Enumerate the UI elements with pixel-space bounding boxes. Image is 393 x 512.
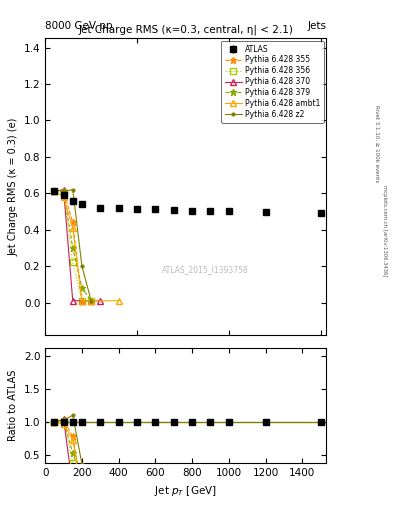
Pythia 6.428 379 <box>89 297 94 304</box>
Pythia 6.428 z2 <box>52 186 57 193</box>
Pythia 6.428 379 <box>79 285 84 291</box>
Text: Jets: Jets <box>307 20 326 31</box>
Pythia 6.428 ambt1 <box>61 194 66 200</box>
Text: Rivet 3.1.10, ≥ 100k events: Rivet 3.1.10, ≥ 100k events <box>374 105 379 182</box>
Pythia 6.428 355 <box>79 297 84 304</box>
Y-axis label: Ratio to ATLAS: Ratio to ATLAS <box>8 370 18 441</box>
Pythia 6.428 355 <box>89 297 94 304</box>
Pythia 6.428 ambt1 <box>70 225 75 231</box>
Pythia 6.428 ambt1 <box>52 188 57 195</box>
Pythia 6.428 379 <box>52 188 57 195</box>
Title: Jet Charge RMS (κ=0.3, central, η| < 2.1): Jet Charge RMS (κ=0.3, central, η| < 2.1… <box>78 25 293 35</box>
Line: Pythia 6.428 ambt1: Pythia 6.428 ambt1 <box>51 188 121 304</box>
X-axis label: Jet $p_T$ [GeV]: Jet $p_T$ [GeV] <box>154 484 217 498</box>
Text: ATLAS_2015_I1393758: ATLAS_2015_I1393758 <box>162 266 249 274</box>
Line: Pythia 6.428 355: Pythia 6.428 355 <box>51 188 95 304</box>
Legend: ATLAS, Pythia 6.428 355, Pythia 6.428 356, Pythia 6.428 370, Pythia 6.428 379, P: ATLAS, Pythia 6.428 355, Pythia 6.428 35… <box>221 40 324 123</box>
Pythia 6.428 379 <box>70 245 75 251</box>
Text: 8000 GeV pp: 8000 GeV pp <box>45 20 113 31</box>
Pythia 6.428 z2 <box>79 263 84 269</box>
Pythia 6.428 379 <box>61 188 66 195</box>
Pythia 6.428 356 <box>61 190 66 196</box>
Pythia 6.428 z2 <box>70 186 75 193</box>
Line: Pythia 6.428 370: Pythia 6.428 370 <box>51 187 103 304</box>
Pythia 6.428 355 <box>61 188 66 195</box>
Pythia 6.428 356 <box>70 260 75 266</box>
Pythia 6.428 z2 <box>61 188 66 195</box>
Pythia 6.428 355 <box>52 188 57 195</box>
Pythia 6.428 355 <box>70 219 75 225</box>
Line: Pythia 6.428 z2: Pythia 6.428 z2 <box>51 187 94 304</box>
Pythia 6.428 370 <box>98 297 103 304</box>
Pythia 6.428 z2 <box>89 297 94 304</box>
Line: Pythia 6.428 379: Pythia 6.428 379 <box>51 188 95 304</box>
Pythia 6.428 ambt1 <box>79 297 84 304</box>
Pythia 6.428 370 <box>89 297 94 304</box>
Pythia 6.428 ambt1 <box>89 297 94 304</box>
Line: Pythia 6.428 356: Pythia 6.428 356 <box>51 188 94 304</box>
Text: mcplots.cern.ch [arXiv:1306.3436]: mcplots.cern.ch [arXiv:1306.3436] <box>382 185 387 276</box>
Y-axis label: Jet Charge RMS (κ = 0.3) (e): Jet Charge RMS (κ = 0.3) (e) <box>8 118 18 256</box>
Pythia 6.428 370 <box>52 188 57 195</box>
Pythia 6.428 370 <box>61 186 66 193</box>
Pythia 6.428 356 <box>79 297 84 304</box>
Pythia 6.428 ambt1 <box>116 297 121 304</box>
Pythia 6.428 356 <box>52 188 57 195</box>
Pythia 6.428 370 <box>70 297 75 304</box>
Pythia 6.428 356 <box>89 297 94 304</box>
Pythia 6.428 370 <box>79 297 84 304</box>
